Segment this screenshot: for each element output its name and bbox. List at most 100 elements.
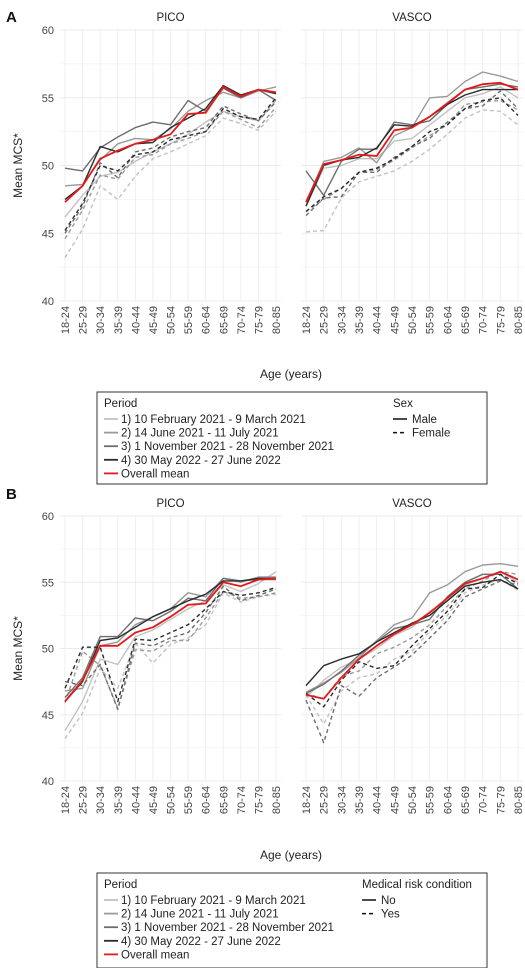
panel-letter: B [6,486,17,503]
x-axis-title: Age (years) [260,848,322,862]
x-tick-label: 65-69 [218,306,230,334]
y-tick-label: 55 [42,93,54,105]
legend-title-group: Medical risk condition [362,879,472,891]
y-tick-label: 55 [42,577,54,589]
y-tick-label: 45 [42,228,54,240]
x-tick-label: 80-85 [271,306,283,334]
facet-title: PICO [156,12,184,24]
y-tick-label: 40 [42,776,54,788]
x-tick-label: 18-24 [301,306,313,334]
x-tick-label: 30-34 [95,786,107,814]
x-tick-label: 30-34 [336,306,348,334]
x-tick-label: 55-59 [183,306,195,334]
y-tick-label: 50 [42,161,54,173]
x-tick-label: 18-24 [60,306,72,334]
x-tick-label: 30-34 [336,786,348,814]
legend: Period 1) 10 February 2021 - 9 March 2021… [96,872,488,968]
y-axis-title: Mean MCS* [11,616,25,681]
x-tick-label: 55-59 [425,306,437,334]
legend-box [96,872,488,968]
x-tick-label: 50-54 [407,786,419,814]
x-tick-label: 35-39 [354,306,366,334]
x-tick-label: 50-54 [166,786,178,814]
x-tick-label: 65-69 [218,786,230,814]
facet-title: PICO [156,498,184,510]
x-tick-label: 65-69 [460,786,472,814]
x-tick-label: 40-44 [130,306,142,334]
x-tick-label: 80-85 [513,306,525,334]
facet-vasco: VASCO 18-24 25-29 30-34 35-39 40-44 45-49 50-54… [301,12,525,334]
x-tick-label: 35-39 [113,786,125,814]
x-tick-label: 60-64 [442,306,454,334]
series-line-p1-g1 [64,110,277,258]
series-line-p4-g1 [305,97,519,213]
series-line-p5-g2 [305,570,519,700]
x-tick-label: 65-69 [460,306,472,334]
series-line-p1-g0 [64,571,277,732]
x-tick-label: 75-79 [495,306,507,334]
series-line-p4-g0 [305,578,519,687]
x-tick-label: 35-39 [113,306,125,334]
series-line-p3-g1 [305,580,519,744]
x-tick-label: 75-79 [253,786,265,814]
x-tick-label: 55-59 [183,786,195,814]
series-line-p4-g0 [64,577,276,702]
x-tick-label: 80-85 [513,786,525,814]
x-tick-label: 40-44 [372,786,384,814]
x-tick-label: 75-79 [495,786,507,814]
facet-vasco: VASCO 18-24 25-29 30-34 35-39 40-44 45-49 50-54… [301,498,525,814]
chart-panel-a: A PICO 40 45 50 55 60 18-24 25-29 30-34 35-39 40-44… [6,9,525,485]
series-line-p4-g1 [305,573,519,708]
panel-letter: A [6,9,17,26]
legend-title-period: Period [104,879,137,891]
y-tick-label: 60 [42,511,54,523]
x-tick-label: 40-44 [130,786,142,814]
series-line-p5-g2 [64,86,277,203]
x-axis-title: Age (years) [260,367,322,381]
series-line-p1-g1 [64,592,277,740]
series-line-p3-g0 [305,83,519,196]
legend-title-period: Period [104,398,137,410]
x-tick-label: 70-74 [236,786,248,814]
legend-label-period: Overall mean [121,468,189,480]
legend: Period 1) 10 February 2021 - 9 March 2021… [96,391,488,485]
x-tick-label: 45-49 [389,786,401,814]
legend-label-group: Male [412,414,437,426]
x-tick-label: 60-64 [442,786,454,814]
facet-pico: PICO 40 45 50 55 60 18-24 25-29 30-34 35-39 40-44 4… [42,12,283,334]
x-tick-label: 35-39 [354,786,366,814]
facet-title: VASCO [392,12,431,24]
x-tick-label: 60-64 [201,306,213,334]
x-tick-label: 45-49 [148,306,160,334]
series-line-p2-g0 [305,563,519,693]
legend-label-group: No [381,895,396,907]
x-tick-label: 45-49 [389,306,401,334]
x-tick-label: 70-74 [236,306,248,334]
x-tick-label: 25-29 [319,306,331,334]
y-tick-label: 45 [42,710,54,722]
chart-panel-b: B PICO 40 45 50 55 60 18-24 25-29 30-34 35-39 40-44… [6,486,525,968]
legend-label-group: Female [412,428,450,440]
x-tick-label: 70-74 [478,306,490,334]
x-tick-label: 40-44 [372,306,384,334]
x-tick-label: 50-54 [407,306,419,334]
y-axis-title: Mean MCS* [11,133,25,198]
series-line-p3-g1 [64,101,277,234]
series-line-p4-g0 [64,84,277,200]
series-line-p1-g1 [305,578,519,725]
x-tick-label: 55-59 [425,786,437,814]
legend-box [96,391,488,485]
x-tick-label: 80-85 [271,786,283,814]
series-line-p2-g1 [64,106,277,240]
series-line-p5-g2 [64,577,277,703]
legend-label-period: 1) 10 February 2021 - 9 March 2021 [121,895,306,907]
legend-label-period: 2) 14 June 2021 - 11 July 2021 [121,428,279,440]
series-line-p2-g1 [305,571,519,700]
legend-label-period: 4) 30 May 2022 - 27 June 2022 [121,455,281,467]
x-tick-label: 25-29 [78,306,90,334]
y-tick-label: 50 [42,644,54,656]
series-line-p3-g1 [64,585,277,711]
legend-label-period: 4) 30 May 2022 - 27 June 2022 [121,936,281,948]
legend-label-group: Yes [381,909,400,921]
